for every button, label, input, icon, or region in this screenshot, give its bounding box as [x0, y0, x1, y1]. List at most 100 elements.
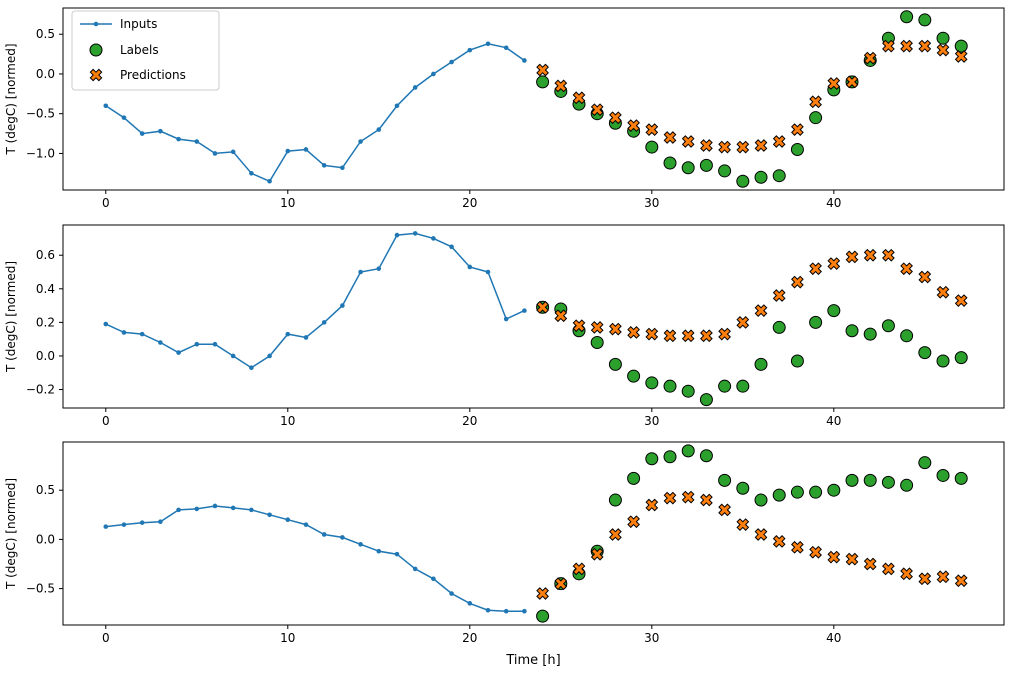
- legend-item-label: Predictions: [120, 68, 186, 82]
- inputs-line: [105, 232, 525, 369]
- labels-point: [681, 444, 695, 458]
- x-tick-label: 20: [462, 196, 477, 210]
- inputs-point: [212, 341, 218, 347]
- labels-point: [845, 324, 859, 338]
- inputs-point: [358, 542, 363, 547]
- inputs-point: [249, 171, 254, 176]
- predictions-point: [700, 329, 713, 343]
- inputs-point: [230, 353, 236, 359]
- labels-point: [736, 481, 750, 495]
- inputs-point: [467, 601, 473, 606]
- labels-point: [863, 327, 877, 341]
- labels-point: [663, 379, 677, 393]
- predictions-point: [900, 39, 913, 53]
- predictions-point: [772, 289, 786, 302]
- inputs-point: [412, 566, 418, 572]
- inputs-point: [431, 71, 436, 77]
- x-tick-label: 20: [462, 414, 477, 428]
- legend-item-label: Labels: [120, 43, 159, 57]
- labels-point: [718, 164, 732, 178]
- inputs-point: [303, 522, 309, 527]
- inputs-point: [212, 151, 218, 156]
- inputs-point: [139, 520, 145, 525]
- predictions-point: [827, 77, 841, 90]
- labels-point: [681, 384, 695, 398]
- labels-point: [772, 488, 786, 502]
- labels-point: [718, 379, 732, 393]
- labels-point: [790, 354, 804, 368]
- inputs-point: [194, 139, 200, 144]
- inputs-point: [376, 266, 382, 271]
- predictions-point: [827, 550, 841, 564]
- inputs-point: [503, 608, 509, 614]
- labels-point: [754, 357, 768, 371]
- labels-point: [954, 471, 968, 485]
- predictions-point: [845, 552, 859, 566]
- predictions-point: [536, 63, 549, 77]
- predictions-point: [681, 135, 695, 148]
- labels-point: [900, 10, 914, 24]
- inputs-point: [194, 341, 200, 347]
- predictions-point: [645, 498, 659, 512]
- predictions-point: [645, 123, 659, 136]
- labels-point: [881, 319, 895, 333]
- predictions-point: [845, 250, 859, 264]
- legend-item-label: Inputs: [120, 17, 157, 31]
- inputs-point: [139, 331, 145, 337]
- inputs-point: [522, 608, 527, 614]
- legend-predictions-x-icon: [89, 68, 103, 82]
- x-tick-label: 10: [280, 196, 295, 210]
- labels-point: [936, 468, 950, 482]
- predictions-point: [809, 545, 822, 559]
- y-axis-label: T (degC) [normed]: [4, 43, 18, 155]
- inputs-point: [431, 236, 436, 241]
- inputs-point: [267, 353, 272, 359]
- predictions-point: [754, 304, 768, 317]
- inputs-point: [449, 244, 454, 250]
- predictions-point: [918, 270, 932, 284]
- labels-point: [736, 174, 750, 188]
- labels-point: [645, 140, 659, 154]
- labels-point: [754, 493, 768, 507]
- labels-point: [608, 357, 622, 371]
- inputs-point: [394, 232, 400, 238]
- predictions-point: [681, 329, 695, 343]
- labels-point: [809, 111, 823, 125]
- labels-point: [918, 346, 932, 360]
- predictions-point: [627, 515, 640, 529]
- predictions-point: [882, 562, 895, 576]
- labels-point: [809, 485, 823, 499]
- labels-point: [663, 156, 677, 170]
- predictions-point: [590, 321, 604, 334]
- labels-point: [754, 170, 768, 184]
- inputs-point: [412, 85, 418, 90]
- predictions-point: [791, 275, 804, 289]
- predictions-point: [791, 123, 804, 136]
- x-tick-label: 40: [826, 196, 841, 210]
- inputs-point: [285, 517, 291, 523]
- y-tick-label: 0.0: [36, 532, 55, 546]
- inputs-point: [303, 147, 309, 152]
- inputs-point: [267, 178, 272, 184]
- inputs-point: [139, 131, 145, 136]
- inputs-point: [321, 532, 327, 537]
- labels-point: [845, 473, 859, 487]
- x-tick-label: 40: [826, 631, 841, 645]
- labels-point: [900, 478, 914, 492]
- predictions-point: [882, 39, 895, 53]
- predictions-point: [772, 535, 786, 548]
- labels-point: [590, 336, 604, 350]
- inputs-point: [121, 522, 127, 527]
- labels-point: [536, 609, 550, 623]
- inputs-point: [121, 330, 127, 335]
- inputs-point: [467, 47, 473, 53]
- inputs-point: [194, 506, 200, 512]
- predictions-point: [554, 79, 568, 93]
- labels-point: [608, 493, 622, 507]
- predictions-point: [736, 518, 750, 531]
- labels-point: [699, 449, 713, 463]
- inputs-line: [105, 43, 525, 183]
- y-axis-label: T (degC) [normed]: [4, 261, 18, 373]
- inputs-point: [340, 535, 345, 540]
